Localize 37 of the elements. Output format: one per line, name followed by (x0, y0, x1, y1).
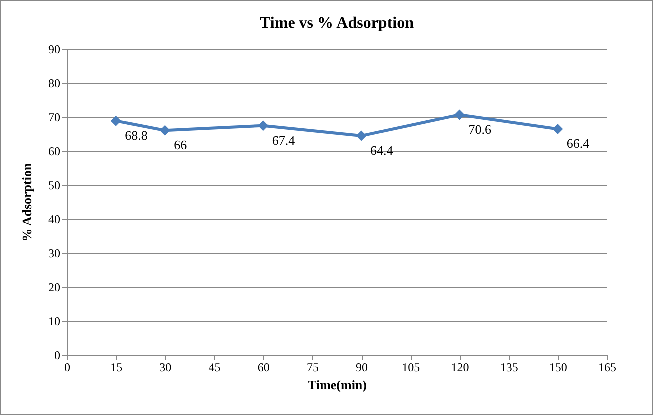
x-tick-label: 75 (306, 360, 319, 374)
x-tick-label: 135 (500, 360, 518, 374)
point (160, 125, 170, 136)
y-tick-label: 70 (48, 110, 60, 124)
point (552, 124, 564, 134)
x-tick-label: 15 (110, 360, 123, 374)
y-tick-label: 80 (48, 76, 60, 90)
data-label: 66 (174, 138, 188, 153)
x-tick-label: 60 (258, 360, 270, 374)
data-label: 68.8 (125, 128, 148, 144)
y-tick-label: 30 (48, 246, 60, 260)
y-tick-label: 60 (48, 144, 60, 158)
x-tick-label: 30 (160, 360, 172, 374)
x-tick-label: 120 (451, 360, 470, 374)
y-tick-label: 40 (48, 212, 60, 226)
y-axis-title: % Adsorption (20, 162, 34, 242)
x-tick-label: 0 (64, 360, 70, 374)
point (258, 120, 269, 132)
data-label: 64.4 (370, 143, 394, 158)
y-tick-label: 0 (54, 348, 60, 362)
data-label: 66.4 (566, 136, 590, 152)
x-tick-label: 165 (598, 360, 616, 374)
x-tick-label: 90 (356, 360, 368, 374)
chart-title: Time vs % Adsorption (260, 15, 414, 32)
x-tick-label: 45 (208, 360, 221, 374)
x-tick-label: 105 (402, 360, 420, 374)
point (356, 130, 367, 142)
point (454, 110, 465, 120)
y-tick-label: 90 (48, 42, 60, 56)
point (110, 116, 122, 126)
y-tick-label: 10 (48, 314, 60, 328)
data-label: 70.6 (468, 122, 492, 137)
data-label: 67.4 (272, 132, 296, 148)
y-tick-label: 20 (48, 280, 60, 294)
x-tick-label: 150 (549, 360, 568, 374)
x-axis-title: Time(min) (308, 378, 367, 392)
y-tick-label: 50 (48, 178, 60, 192)
